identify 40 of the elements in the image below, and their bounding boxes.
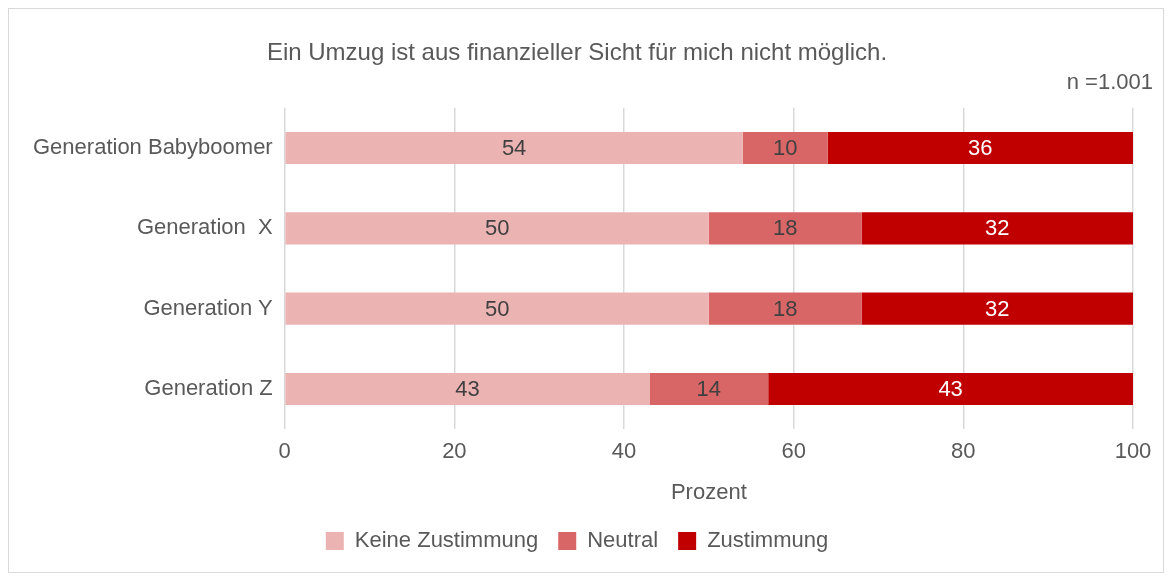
chart-title: Ein Umzug ist aus finanzieller Sicht für mich nicht möglich. (266, 38, 888, 66)
bar (708, 212, 862, 245)
bar (285, 212, 709, 245)
bar (285, 292, 709, 325)
bar (861, 292, 1133, 325)
data-label: 50 (484, 295, 510, 321)
text: n =1.001 (1066, 68, 1153, 94)
data-label: 10 (772, 135, 798, 161)
y-tick-label: Generation Babyboomer (33, 134, 273, 160)
bar (768, 372, 1133, 406)
x-tick-label: 80 (951, 438, 976, 464)
data-label: 32 (985, 295, 1010, 321)
bar (742, 131, 828, 165)
data-label: 43 (938, 376, 963, 402)
y-tick-label: Generation Y (143, 294, 274, 320)
data-label: 18 (772, 215, 798, 241)
legend-label: Zustimmung (707, 527, 829, 553)
legend-label: Neutral (587, 527, 659, 553)
x-tick-label: 0 (278, 438, 291, 464)
data-label: 50 (484, 215, 510, 241)
x-tick-label: 60 (781, 438, 806, 464)
bar (708, 292, 862, 325)
x-axis-title: Prozent (670, 478, 747, 504)
data-label: 54 (501, 135, 527, 161)
bar (285, 372, 650, 406)
bar (285, 131, 743, 165)
data-label: 32 (985, 215, 1010, 241)
data-label: 36 (968, 135, 993, 161)
y-tick-label: Generation X (136, 214, 274, 240)
legend-label: Keine Zustimmung (354, 527, 539, 553)
x-tick-label: 40 (611, 438, 637, 464)
data-label: 18 (772, 295, 798, 321)
bar (827, 131, 1133, 165)
data-label: 14 (696, 376, 722, 402)
bar (649, 372, 769, 406)
data-label: 43 (455, 376, 480, 402)
bar (861, 212, 1133, 245)
y-tick-label: Generation Z (144, 375, 273, 401)
x-tick-label: 20 (442, 438, 467, 464)
x-tick-label: 100 (1114, 438, 1152, 464)
